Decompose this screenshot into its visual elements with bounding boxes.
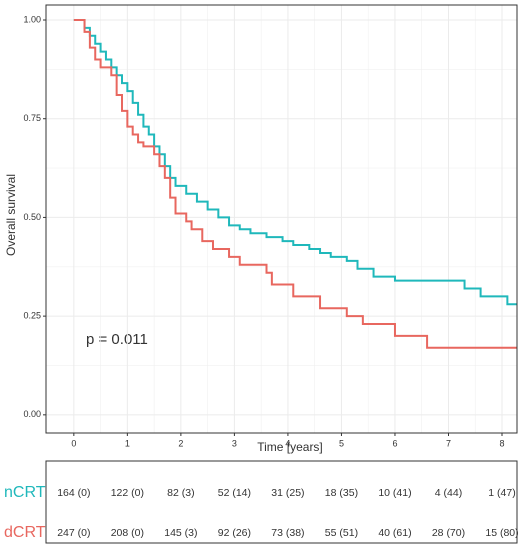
survival-curve bbox=[73, 19, 517, 349]
at-risk-count: 73 (38) bbox=[271, 527, 304, 539]
at-risk-count: 15 (80) bbox=[485, 527, 518, 539]
at-risk-count: 164 (0) bbox=[57, 487, 90, 499]
y-tick-label: 0.25 bbox=[23, 311, 41, 321]
at-risk-count: 28 (70) bbox=[432, 527, 465, 539]
x-tick-label: 7 bbox=[446, 438, 451, 448]
survival-curve bbox=[73, 19, 517, 306]
at-risk-count: 55 (51) bbox=[325, 527, 358, 539]
y-tick-label: 0.00 bbox=[23, 409, 41, 419]
risk-table-panel bbox=[45, 460, 518, 544]
y-tick-label: 0.75 bbox=[23, 113, 41, 123]
at-risk-count: 31 (25) bbox=[271, 487, 304, 499]
y-axis-label: Overall survival bbox=[4, 174, 18, 256]
at-risk-count: 40 (61) bbox=[378, 527, 411, 539]
plot-panel bbox=[45, 4, 518, 434]
at-risk-count: 145 (3) bbox=[164, 527, 197, 539]
x-tick-label: 0 bbox=[71, 438, 76, 448]
at-risk-count: 18 (35) bbox=[325, 487, 358, 499]
x-tick-label: 4 bbox=[285, 438, 290, 448]
y-tick-label: 1.00 bbox=[23, 14, 41, 24]
plot-panel bbox=[45, 4, 518, 434]
at-risk-count: 122 (0) bbox=[111, 487, 144, 499]
at-risk-count: 1 (47) bbox=[488, 487, 515, 499]
p-value: p = 0.011 bbox=[86, 331, 148, 348]
x-axis-label: Time [years] bbox=[257, 440, 323, 454]
x-tick-label: 8 bbox=[500, 438, 505, 448]
at-risk-count: 10 (41) bbox=[378, 487, 411, 499]
x-tick-label: 2 bbox=[178, 438, 183, 448]
at-risk-count: 4 (44) bbox=[435, 487, 462, 499]
x-tick-label: 6 bbox=[392, 438, 397, 448]
x-tick-label: 5 bbox=[339, 438, 344, 448]
at-risk-count: 92 (26) bbox=[218, 527, 251, 539]
at-risk-count: 52 (14) bbox=[218, 487, 251, 499]
y-tick-label: 0.50 bbox=[23, 212, 41, 222]
at-risk-count: 247 (0) bbox=[57, 527, 90, 539]
x-tick-label: 3 bbox=[232, 438, 237, 448]
at-risk-count: 208 (0) bbox=[111, 527, 144, 539]
at-risk-count: 82 (3) bbox=[167, 487, 194, 499]
x-tick-label: 1 bbox=[125, 438, 130, 448]
legend-label: dCRT bbox=[4, 524, 46, 541]
legend-label: nCRT bbox=[4, 484, 46, 501]
